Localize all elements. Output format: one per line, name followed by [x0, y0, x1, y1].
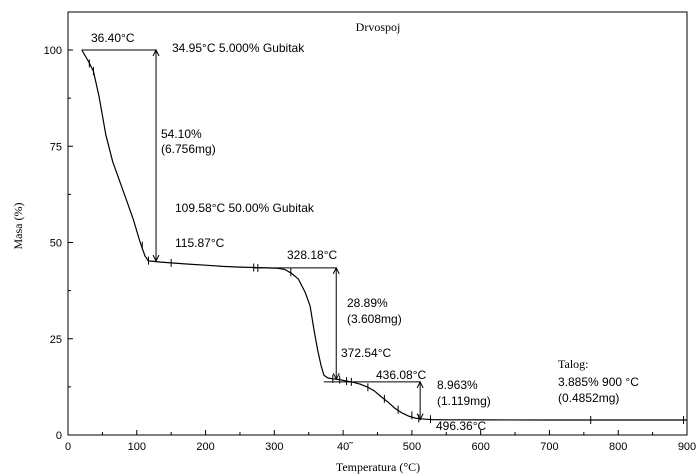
x-tick-label: 40̃ [337, 441, 353, 453]
y-tick-label: 25 [50, 334, 62, 346]
x-tick-label: 500 [403, 441, 421, 453]
annotation-onset1: 36.40°C [91, 31, 135, 45]
x-tick-label: 600 [471, 441, 489, 453]
x-axis-label: Temperatura (°C) [336, 460, 420, 474]
x-axis-ticks: 0 100 200 300 40̃ 500 600 700 800 900 [65, 430, 696, 453]
annotation-step1-temp: 34.95°C 5.000% Gubitak [172, 41, 305, 55]
arrow-up-icon [416, 380, 424, 389]
curve-ticks [88, 59, 685, 425]
annotation-end2: 372.54°C [341, 346, 392, 360]
annotation-onset2: 328.18°C [287, 248, 338, 262]
arrow-down-icon [152, 254, 160, 263]
chart-title: Drvospoj [356, 20, 401, 34]
annotation-step2-temp: 109.58°C 50.00% Gubitak [175, 201, 315, 215]
arrow-down-icon [416, 413, 424, 421]
annotation-loss2-mg: (3.608mg) [347, 312, 402, 326]
x-tick-label: 200 [196, 441, 214, 453]
annotation-end3: 496.36°C [436, 419, 487, 433]
annotations: 36.40°C 34.95°C 5.000% Gubitak 54.10% (6… [91, 31, 639, 433]
annotation-loss1-mg: (6.756mg) [161, 142, 216, 156]
x-tick-label: 100 [128, 441, 146, 453]
x-tick-label: 0 [65, 441, 71, 453]
y-axis-label: Masa (%) [11, 203, 25, 250]
annotation-loss2-pct: 28.89% [347, 296, 388, 310]
annotation-residue-value: 3.885% 900 °C [558, 375, 639, 389]
annotation-residue-title: Talog: [558, 357, 589, 371]
series-line [81, 49, 687, 421]
x-tick-label: 800 [609, 441, 627, 453]
annotation-loss3-pct: 8.963% [437, 378, 478, 392]
x-tick-label: 700 [540, 441, 558, 453]
annotation-end1: 115.87°C [175, 236, 225, 250]
arrow-up-icon [152, 48, 160, 57]
arrow-up-icon [332, 266, 340, 275]
y-tick-label: 100 [44, 45, 62, 57]
y-tick-label: 75 [50, 141, 62, 153]
x-tick-label: 300 [265, 441, 283, 453]
annotation-residue-mg: (0.4852mg) [558, 391, 619, 405]
y-axis-ticks: 0 25 50 75 100 [44, 45, 73, 442]
annotation-loss3-mg: (1.119mg) [437, 394, 491, 408]
annotation-onset3: 436.08°C [376, 368, 427, 382]
y-tick-label: 50 [50, 238, 62, 250]
annotation-loss1-pct: 54.10% [161, 127, 202, 141]
y-tick-label: 0 [56, 430, 62, 442]
step-markers [81, 48, 424, 421]
x-tick-label: 900 [678, 441, 696, 453]
